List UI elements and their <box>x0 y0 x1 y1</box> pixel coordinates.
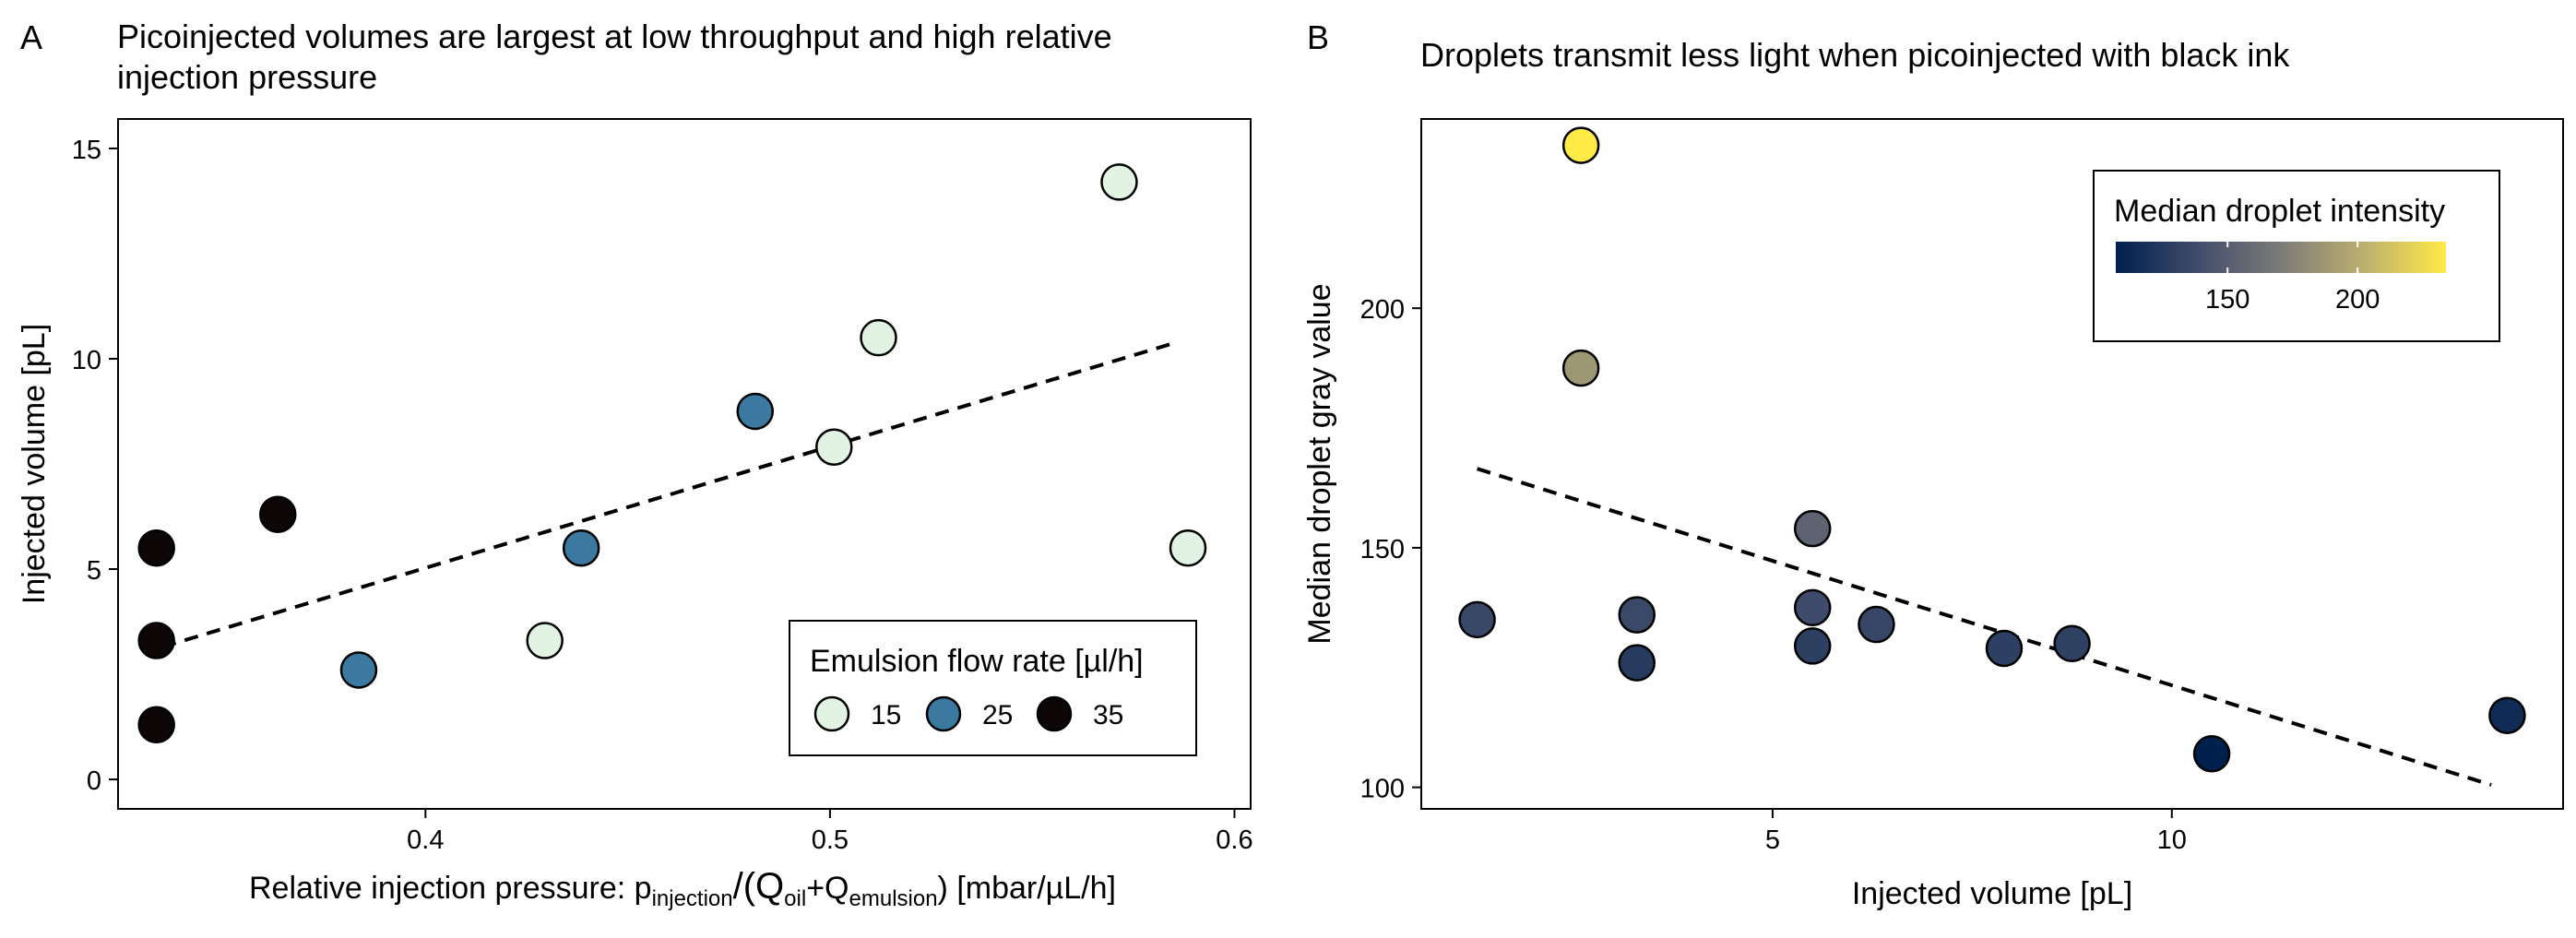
y-tick-label: 100 <box>1360 775 1405 804</box>
colorbar-title: Median droplet intensity <box>2114 194 2445 229</box>
panel-b-tag: B <box>1307 18 1329 56</box>
data-point <box>1793 627 1832 665</box>
data-point <box>1985 629 2024 668</box>
data-point <box>137 528 175 567</box>
legend-box <box>789 620 1197 756</box>
y-tick-label: 5 <box>87 556 101 586</box>
colorbar-tick-label: 150 <box>2205 285 2250 315</box>
panel-b: B Droplets transmit less light when pico… <box>1302 18 2564 911</box>
data-point <box>526 622 564 659</box>
legend-swatch <box>1036 695 1073 732</box>
panel-b-points <box>1458 126 2526 773</box>
legend-title: Emulsion flow rate [µl/h] <box>810 644 1144 679</box>
y-tick-label: 10 <box>72 346 101 375</box>
panel-a-y-axis: 0 5 10 15 <box>72 136 118 796</box>
data-point <box>1793 588 1832 627</box>
panel-a-title-line-2: injection pressure <box>117 58 377 96</box>
legend-swatch <box>925 695 962 732</box>
data-point <box>860 318 897 357</box>
x-label-oil-subscript: oil <box>784 886 806 911</box>
data-point <box>137 622 175 659</box>
y-tick-label: 15 <box>72 136 101 165</box>
data-point <box>137 706 175 744</box>
colorbar-ticks: 150 200 <box>2205 242 2380 315</box>
x-label-slash-paren: /(Q <box>733 866 785 907</box>
x-tick-label: 10 <box>2157 825 2187 855</box>
data-point <box>339 651 378 689</box>
panel-a-tag: A <box>20 18 42 56</box>
data-point <box>2053 624 2091 663</box>
panel-b-y-axis-label: Median droplet gray value <box>1302 283 1337 644</box>
panel-b-trend-line <box>1477 467 2492 787</box>
x-tick-label: 0.6 <box>1216 825 1252 855</box>
panel-b-x-axis: 5 10 <box>1765 809 2187 855</box>
data-point <box>2488 696 2526 734</box>
data-point <box>1458 600 1496 639</box>
data-point <box>1561 126 1600 164</box>
x-label-plus-q: +Q <box>806 871 849 906</box>
data-point <box>736 392 774 431</box>
x-tick-label: 0.5 <box>812 825 849 855</box>
data-point <box>1618 596 1656 634</box>
x-label-p-subscript: injection <box>652 886 733 911</box>
data-point <box>258 495 297 533</box>
data-point <box>2192 735 2231 773</box>
x-tick-label: 0.4 <box>407 825 444 855</box>
data-point <box>562 528 600 567</box>
data-point <box>1561 349 1600 387</box>
panel-a-x-axis: 0.4 0.5 0.6 <box>407 809 1253 855</box>
data-point <box>1100 163 1138 201</box>
panel-b-colorbar-legend: Median droplet intensity 150 200 <box>2093 170 2500 342</box>
panel-a-trend-line <box>161 339 1179 649</box>
panel-a-y-axis-label: Injected volume [pL] <box>17 324 52 604</box>
panel-a-points <box>137 163 1207 744</box>
legend-label: 35 <box>1093 700 1123 730</box>
colorbar-tick-label: 200 <box>2335 285 2380 315</box>
legend-swatch <box>813 695 850 732</box>
panel-a-title: Picoinjected volumes are largest at low … <box>117 18 1122 96</box>
data-point <box>1858 605 1895 644</box>
panel-a-legend: Emulsion flow rate [µl/h] 15 25 35 <box>789 620 1197 756</box>
x-label-prefix: Relative injection pressure: p <box>249 871 652 906</box>
legend-label: 25 <box>982 700 1013 730</box>
panel-b-title: Droplets transmit less light when picoin… <box>1420 36 2290 74</box>
x-label-suffix: ) [mbar/µL/h] <box>938 871 1116 906</box>
colorbar-gradient <box>2116 242 2446 273</box>
y-tick-label: 150 <box>1360 535 1405 564</box>
panel-a-title-line-1: Picoinjected volumes are largest at low … <box>117 18 1112 55</box>
x-tick-label: 5 <box>1765 825 1780 855</box>
panel-a-x-axis-label: Relative injection pressure: pinjection/… <box>249 866 1116 911</box>
panel-b-y-axis: 100 150 200 <box>1360 295 1421 804</box>
legend-label: 15 <box>871 700 901 730</box>
panel-b-x-axis-label: Injected volume [pL] <box>1852 876 2132 911</box>
panel-a: A Picoinjected volumes are largest at lo… <box>17 18 1253 911</box>
legend-entries: 15 25 35 <box>813 695 1123 732</box>
y-tick-label: 200 <box>1360 295 1405 325</box>
x-label-emulsion-subscript: emulsion <box>849 886 938 911</box>
data-point <box>815 428 853 467</box>
data-point <box>1793 509 1832 548</box>
data-point <box>1169 528 1207 567</box>
data-point <box>1618 644 1656 682</box>
y-tick-label: 0 <box>87 766 101 796</box>
